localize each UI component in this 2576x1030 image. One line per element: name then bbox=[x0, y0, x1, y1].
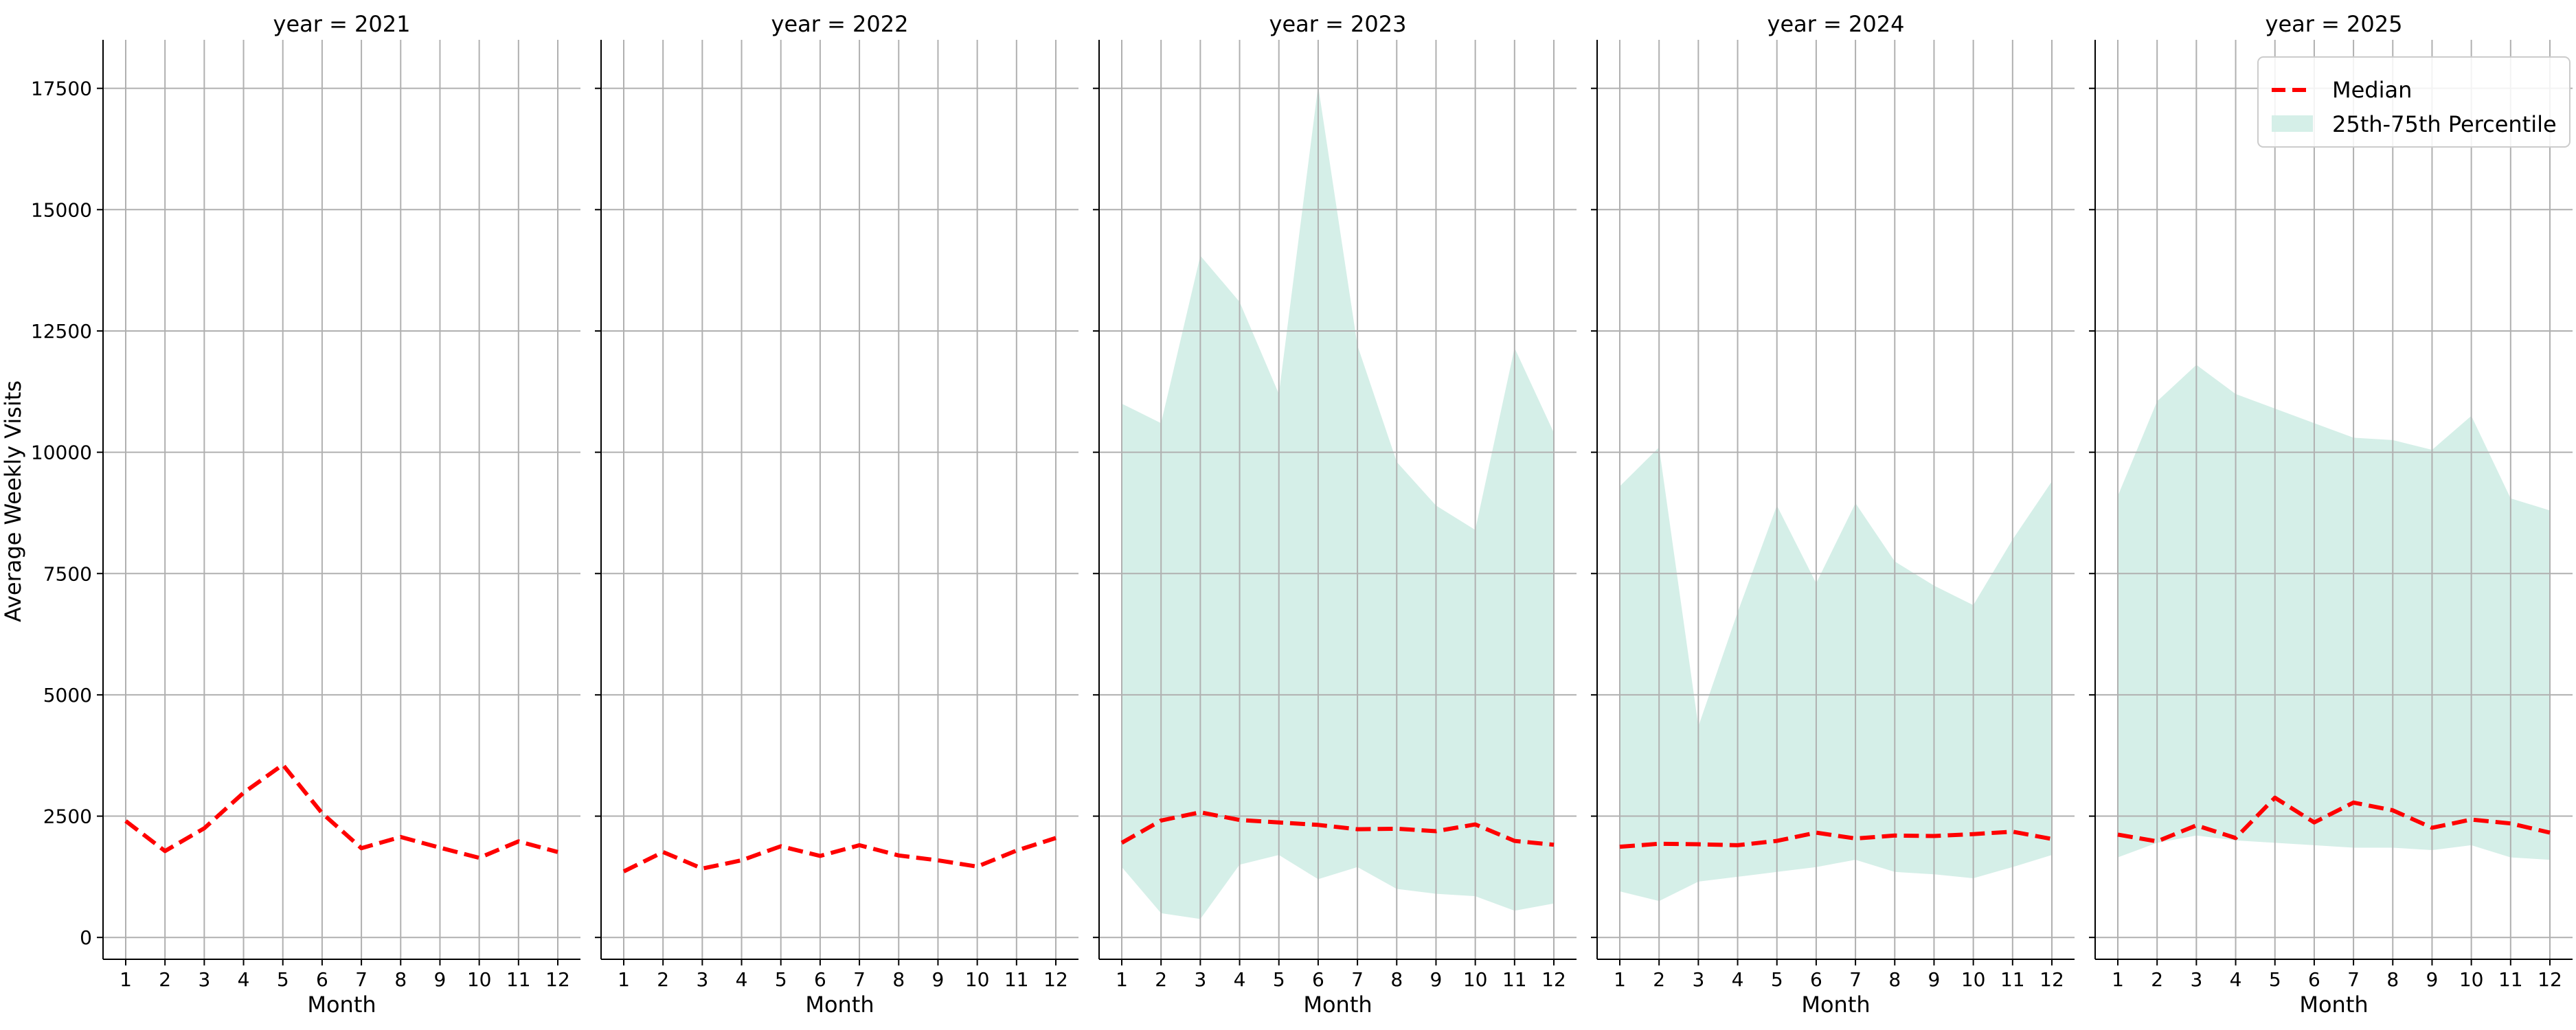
median-line-1 bbox=[124, 762, 558, 860]
x-tick-label: 3 bbox=[1194, 968, 1206, 991]
x-tick-label: 7 bbox=[1849, 968, 1862, 991]
x-tick-label: 5 bbox=[1273, 968, 1285, 991]
panel-title: year = 2025 bbox=[2266, 11, 2403, 37]
x-tick-label: 4 bbox=[2230, 968, 2242, 991]
panel-1: 1 2 3 4 5 6 7 8 9 10 11 120250050007500100001250015… bbox=[31, 11, 580, 1018]
x-tick-label: 6 bbox=[1810, 968, 1822, 991]
legend-median-label: Median bbox=[2332, 77, 2412, 103]
y-tick-label: 15000 bbox=[31, 198, 92, 221]
x-tick-label: 9 bbox=[932, 968, 945, 991]
x-tick-label: 3 bbox=[696, 968, 708, 991]
x-tick-label: 11 bbox=[2498, 968, 2523, 991]
x-tick-label: 5 bbox=[277, 968, 289, 991]
y-tick-label: 17500 bbox=[31, 78, 92, 100]
x-tick-label: 9 bbox=[434, 968, 447, 991]
x-tick-label: 8 bbox=[1888, 968, 1901, 991]
percentile-band-4 bbox=[1620, 447, 2052, 902]
x-tick-label: 7 bbox=[2347, 968, 2360, 991]
x-tick-label: 2 bbox=[1653, 968, 1665, 991]
y-tick-label: 12500 bbox=[31, 320, 92, 343]
x-tick-label: 10 bbox=[2459, 968, 2484, 991]
x-tick-label: 4 bbox=[736, 968, 748, 991]
legend-band-label: 25th-75th Percentile bbox=[2332, 111, 2557, 137]
x-tick-label: 10 bbox=[467, 968, 492, 991]
x-tick-label: 12 bbox=[2538, 968, 2562, 991]
x-tick-label: 3 bbox=[198, 968, 210, 991]
x-tick-label: 1 bbox=[2112, 968, 2124, 991]
x-tick-label: 3 bbox=[2190, 968, 2202, 991]
panel-title: year = 2024 bbox=[1767, 11, 1905, 37]
x-tick-label: 1 bbox=[1614, 968, 1626, 991]
x-tick-label: 6 bbox=[316, 968, 328, 991]
x-tick-label: 11 bbox=[2000, 968, 2025, 991]
x-tick-label: 4 bbox=[1234, 968, 1246, 991]
x-tick-label: 6 bbox=[2308, 968, 2320, 991]
x-tick-label: 2 bbox=[657, 968, 669, 991]
y-tick-label: 2500 bbox=[43, 805, 92, 828]
median-line-3 bbox=[1120, 810, 1555, 847]
panel-title: year = 2022 bbox=[771, 11, 909, 37]
x-tick-label: 12 bbox=[1541, 968, 1566, 991]
panel-title: year = 2021 bbox=[273, 11, 411, 37]
x-tick-label: 5 bbox=[1771, 968, 1783, 991]
legend-band-swatch bbox=[2272, 115, 2313, 132]
x-tick-label: 9 bbox=[1928, 968, 1941, 991]
x-axis-label: Month bbox=[805, 992, 874, 1018]
x-tick-label: 8 bbox=[892, 968, 905, 991]
y-tick-label: 10000 bbox=[31, 442, 92, 464]
x-tick-label: 1 bbox=[618, 968, 630, 991]
x-tick-label: 7 bbox=[1351, 968, 1364, 991]
median-line-5 bbox=[2117, 795, 2551, 844]
percentile-band-5 bbox=[2118, 365, 2550, 860]
x-axis-label: Month bbox=[1801, 992, 1870, 1018]
x-tick-label: 8 bbox=[394, 968, 407, 991]
x-tick-label: 2 bbox=[1155, 968, 1167, 991]
y-tick-label: 0 bbox=[80, 926, 92, 949]
percentile-band-3 bbox=[1122, 86, 1554, 919]
y-axis-label: Average Weekly Visits bbox=[0, 380, 26, 622]
x-tick-label: 11 bbox=[506, 968, 531, 991]
y-tick-label: 5000 bbox=[43, 684, 92, 707]
x-tick-label: 8 bbox=[1390, 968, 1403, 991]
x-axis-label: Month bbox=[307, 992, 376, 1018]
x-tick-label: 1 bbox=[1116, 968, 1128, 991]
x-tick-label: 12 bbox=[2040, 968, 2064, 991]
x-tick-label: 9 bbox=[2426, 968, 2439, 991]
median-line-4 bbox=[1619, 829, 2053, 849]
legend: Median 25th-75th Percentile bbox=[2257, 56, 2571, 148]
x-tick-label: 11 bbox=[1502, 968, 1527, 991]
x-tick-label: 5 bbox=[775, 968, 787, 991]
x-tick-label: 6 bbox=[814, 968, 826, 991]
x-tick-label: 2 bbox=[159, 968, 171, 991]
x-tick-label: 11 bbox=[1004, 968, 1029, 991]
x-tick-label: 10 bbox=[965, 968, 990, 991]
x-tick-label: 9 bbox=[1430, 968, 1443, 991]
x-axis-label: Month bbox=[1303, 992, 1372, 1018]
median-line-2 bbox=[622, 836, 1057, 873]
x-tick-label: 8 bbox=[2386, 968, 2399, 991]
x-tick-label: 10 bbox=[1463, 968, 1488, 991]
x-tick-label: 6 bbox=[1312, 968, 1324, 991]
x-tick-label: 10 bbox=[1961, 968, 1986, 991]
panel-title: year = 2023 bbox=[1269, 11, 1407, 37]
legend-box bbox=[2257, 56, 2571, 148]
x-tick-label: 4 bbox=[238, 968, 250, 991]
x-axis-label: Month bbox=[2299, 992, 2368, 1018]
x-tick-label: 7 bbox=[853, 968, 866, 991]
x-tick-label: 7 bbox=[355, 968, 368, 991]
x-tick-label: 2 bbox=[2151, 968, 2163, 991]
x-tick-label: 12 bbox=[1043, 968, 1068, 991]
x-tick-label: 12 bbox=[545, 968, 570, 991]
x-tick-label: 5 bbox=[2269, 968, 2281, 991]
x-tick-label: 4 bbox=[1732, 968, 1744, 991]
y-tick-label: 7500 bbox=[43, 562, 92, 585]
x-tick-label: 1 bbox=[120, 968, 132, 991]
panels-layer: 1 2 3 4 5 6 7 8 9 10 11 120250050007500100001250015… bbox=[31, 11, 2573, 1018]
x-tick-label: 3 bbox=[1692, 968, 1704, 991]
